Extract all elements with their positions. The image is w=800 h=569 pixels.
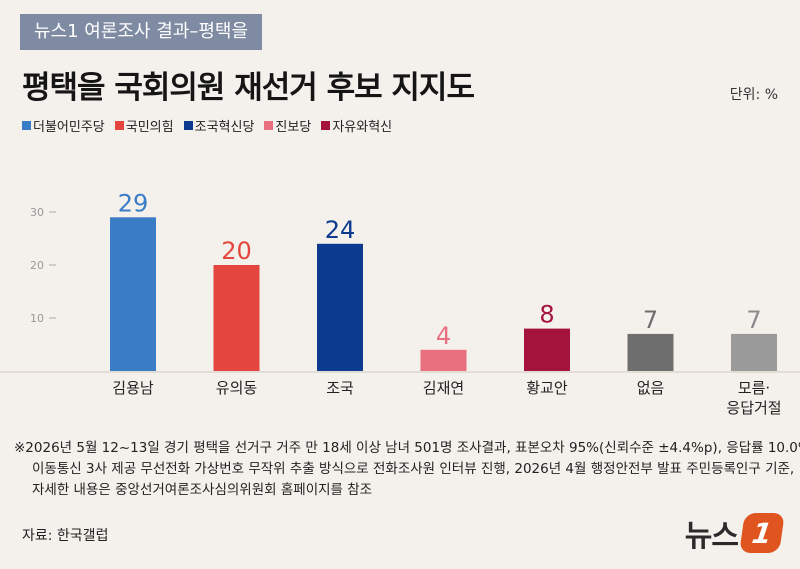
bar-1 [110,217,156,371]
legend-swatch [183,121,193,130]
bar-value-label: 4 [436,322,451,350]
note-line: ※2026년 5월 12~13일 경기 평택을 선거구 거주 만 18세 이상 … [14,440,800,456]
y-tick-label: 30 [30,206,44,219]
bar-value-label: 24 [325,216,356,244]
category-label: 조국 [326,379,354,397]
logo-mark: 1 [739,513,785,553]
bar-4 [420,349,467,371]
category-label: 모름· [738,379,770,397]
baseline [0,371,800,373]
legend-item: 더불어민주당 [22,116,105,135]
legend-item: 조국혁신당 [183,116,255,135]
chart-title: 평택을 국회의원 재선거 후보 지지도 [22,70,475,106]
legend-swatch [114,121,124,130]
logo-text: 뉴스 [684,519,739,554]
bar-6 [627,333,674,371]
category-label: 김용남 [112,379,154,397]
legend-label: 국민의힘 [125,120,174,135]
unit-label: 단위: % [729,87,778,103]
bar-value-label: 29 [118,189,149,217]
legend-item: 국민의힘 [114,116,174,135]
bar-value-label: 7 [643,306,658,334]
bar-value-label: 8 [539,301,554,329]
legend-item: 자유와혁신 [321,116,392,135]
report-tag: 뉴스1 여론조사 결과–평택을 [20,14,263,50]
bar-chart: 10 20 30 29 김용남 20 유의동 24 조국 4 김재연 8 황교안 7 없음 7 모름· 응답거절 [0,189,800,417]
bar-3 [317,243,363,371]
legend-swatch [321,121,331,130]
y-tick-label: 20 [30,259,44,272]
legend-label: 진보당 [275,120,312,135]
legend-label: 자유와혁신 [332,120,393,135]
legend: 더불어민주당 국민의힘 조국혁신당 진보당 자유와혁신 [22,116,392,135]
bar-value-label: 20 [221,237,252,265]
note-line: 이동통신 3사 제공 무선전화 가상번호 무작위 추출 방식으로 전화조사원 인… [32,461,795,477]
legend-label: 조국혁신당 [194,120,255,135]
y-tick-label: 10 [30,312,44,325]
category-label: 황교안 [526,379,568,397]
category-label: 없음 [637,379,665,397]
category-label: 응답거절 [726,399,781,417]
bar-2 [213,265,260,371]
source-label: 자료: 한국갤럽 [22,528,109,544]
legend-swatch [264,121,274,130]
bar-7 [731,333,777,371]
news1-logo: 뉴스 1 [684,511,785,555]
legend-swatch [22,121,31,130]
legend-label: 더불어민주당 [33,120,105,135]
legend-item: 진보당 [264,116,311,135]
category-label: 김재연 [423,379,464,397]
survey-note: ※2026년 5월 12~13일 경기 평택을 선거구 거주 만 18세 이상 … [14,438,800,501]
bar-5 [524,328,570,371]
bar-value-label: 7 [746,306,761,334]
note-line: 자세한 내용은 중앙선거여론조사심의위원회 홈페이지를 참조 [32,482,373,498]
category-label: 유의동 [216,379,258,397]
